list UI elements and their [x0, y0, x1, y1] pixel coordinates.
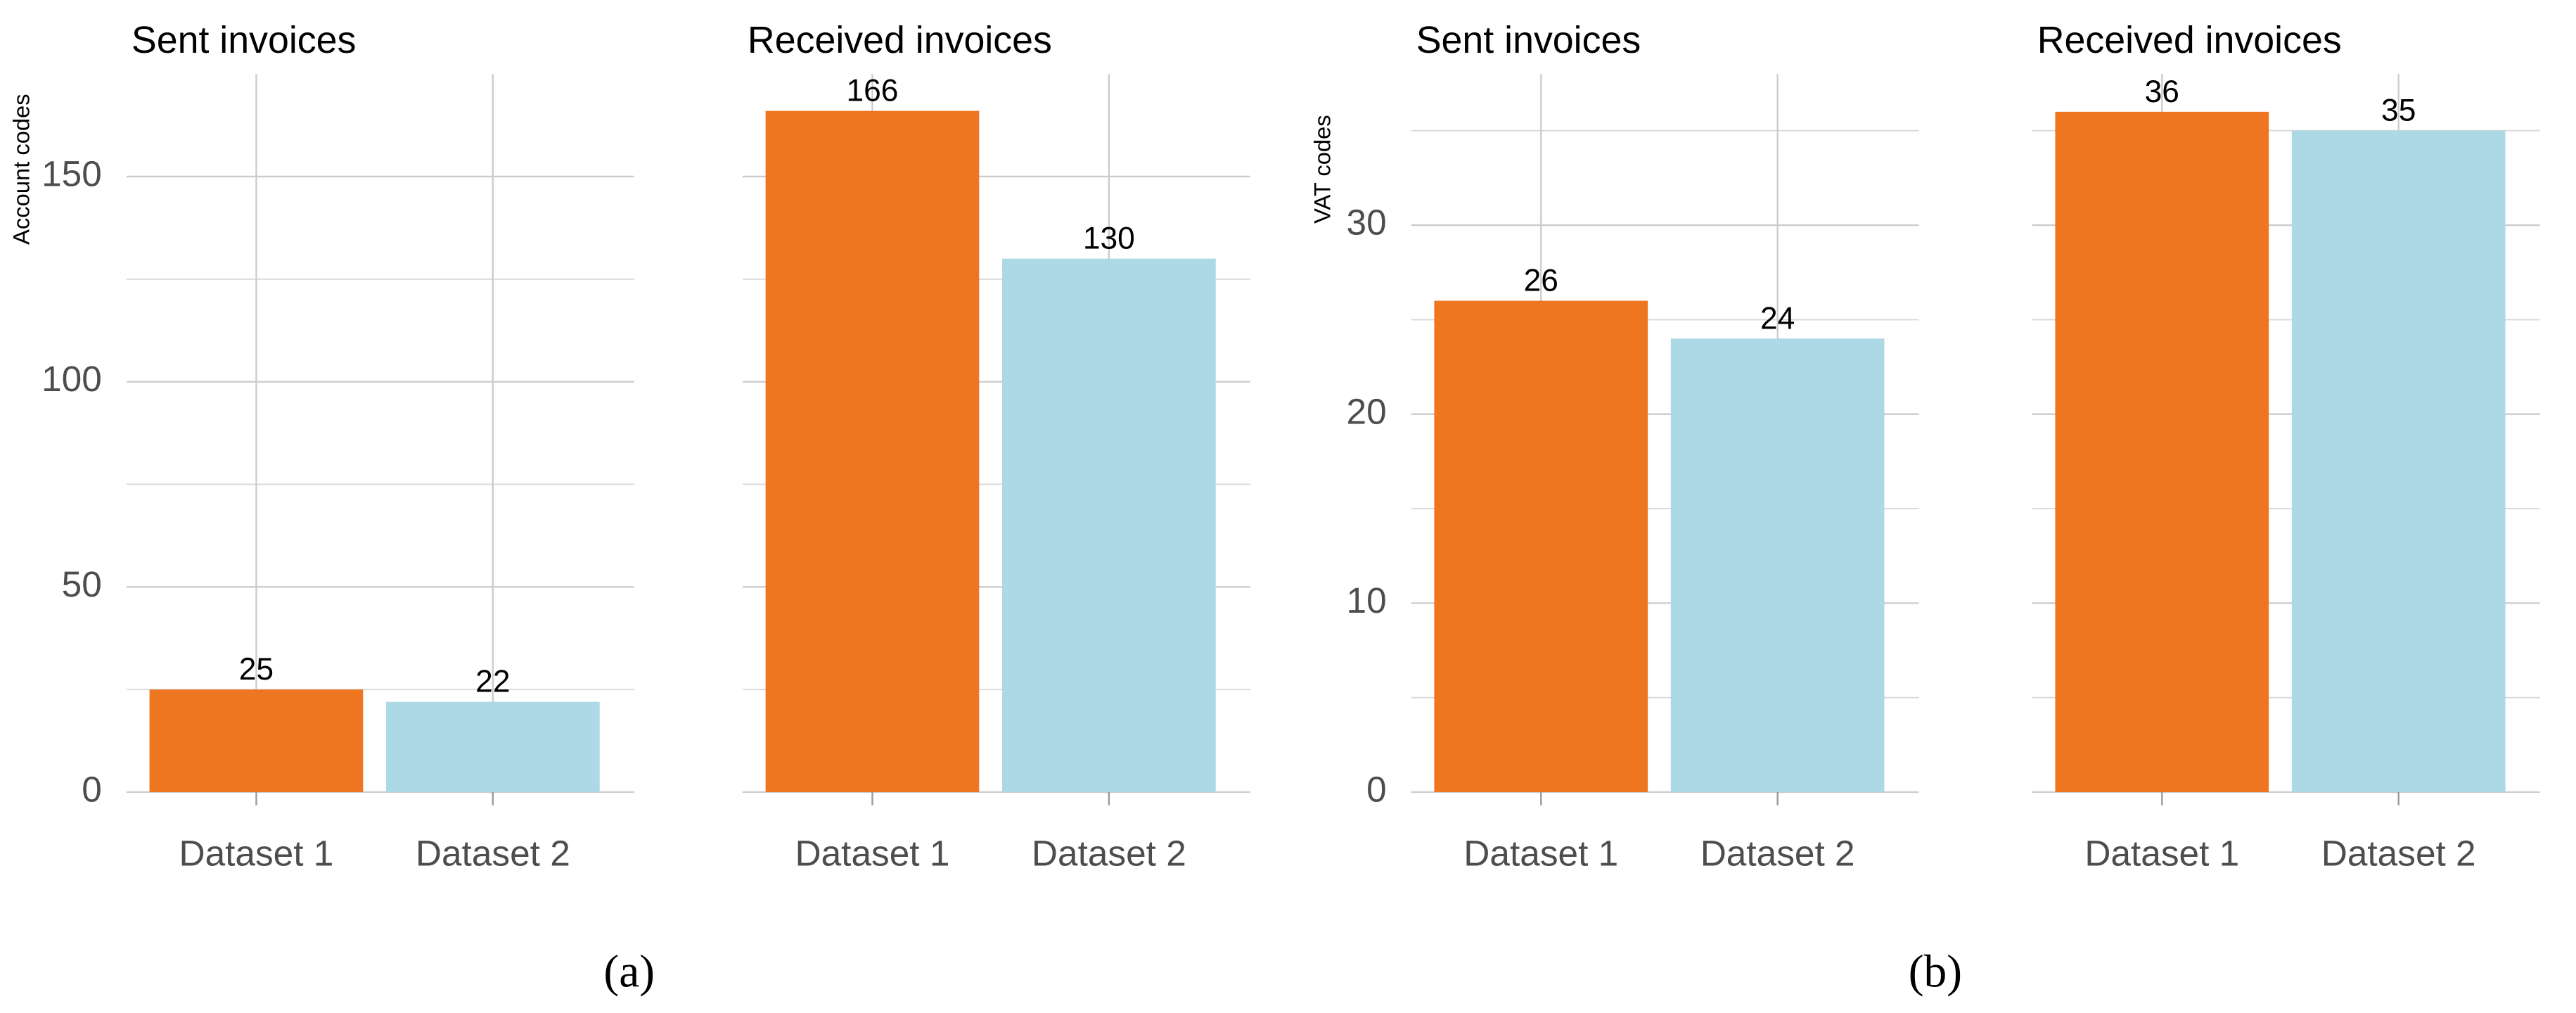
x-tick-label: Dataset 1: [2084, 833, 2239, 874]
y-axis-label: Account codes: [8, 94, 34, 244]
bar: [765, 110, 980, 793]
value-label: 25: [239, 652, 274, 687]
value-label: 35: [2381, 94, 2416, 128]
facet-title: Sent invoices: [1416, 19, 1641, 61]
x-tick-label: Dataset 1: [179, 833, 333, 874]
x-tick-label: Dataset 1: [795, 833, 950, 874]
bar: [149, 689, 364, 793]
value-label: 130: [1083, 222, 1135, 256]
y-tick-label: 150: [41, 153, 102, 194]
facet-title: Received invoices: [748, 19, 1052, 61]
value-label: 26: [1524, 264, 1558, 298]
y-tick-label: 0: [82, 769, 102, 810]
x-tick-label: Dataset 1: [1463, 833, 1618, 874]
bar: [2291, 130, 2506, 793]
bar: [1434, 300, 1648, 793]
bar: [1002, 258, 1216, 793]
bar: [385, 701, 600, 793]
bar: [1670, 338, 1885, 793]
facet-title: Sent invoices: [132, 19, 357, 61]
y-tick-label: 20: [1347, 390, 1387, 431]
x-tick-label: Dataset 2: [416, 833, 570, 874]
y-tick-label: 30: [1347, 202, 1387, 243]
value-label: 24: [1760, 301, 1795, 336]
bar: [2055, 111, 2269, 793]
caption: (b): [1909, 947, 1962, 998]
y-axis-label: VAT codes: [1309, 115, 1335, 223]
y-tick-label: 10: [1347, 580, 1387, 620]
caption: (a): [603, 947, 655, 998]
value-label: 36: [2145, 75, 2179, 109]
value-label: 22: [475, 665, 510, 699]
facet-title: Received invoices: [2037, 19, 2342, 61]
x-tick-label: Dataset 2: [1032, 833, 1186, 874]
y-tick-label: 0: [1366, 769, 1387, 810]
y-tick-label: 100: [41, 358, 102, 399]
x-tick-label: Dataset 2: [2321, 833, 2476, 874]
x-tick-label: Dataset 2: [1700, 833, 1855, 874]
y-tick-label: 50: [62, 563, 102, 604]
value-label: 166: [846, 74, 898, 108]
